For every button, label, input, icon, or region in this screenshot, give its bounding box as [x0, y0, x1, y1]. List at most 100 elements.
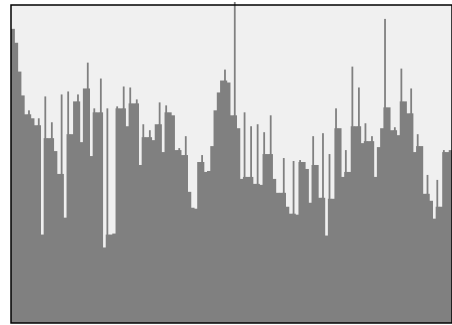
bar	[432, 218, 437, 323]
bar	[360, 143, 365, 323]
bar	[197, 162, 202, 323]
bar	[412, 152, 417, 323]
bar-peak	[224, 69, 226, 82]
bar-peak	[442, 150, 445, 153]
bar	[122, 108, 126, 323]
bar-peak	[256, 124, 259, 185]
bar	[236, 128, 241, 323]
bar	[393, 130, 398, 323]
bar	[285, 206, 290, 323]
bar	[53, 151, 58, 323]
bar-peak	[122, 86, 125, 109]
bar-peak	[384, 18, 386, 108]
bar	[262, 154, 267, 323]
bar-peak	[233, 2, 236, 116]
bar	[56, 173, 61, 323]
bar	[154, 124, 159, 323]
bar-peak	[37, 118, 40, 126]
bar-peaks	[28, 2, 445, 236]
bar-peak	[44, 96, 47, 139]
bar	[180, 155, 185, 323]
bar-peak	[344, 150, 347, 173]
bar	[399, 101, 404, 323]
bar	[288, 213, 293, 323]
bar-peak	[243, 112, 246, 178]
bar-peak	[106, 108, 109, 236]
bar	[210, 146, 215, 323]
bar-peak	[410, 88, 413, 114]
bar	[17, 71, 22, 323]
bar	[380, 128, 384, 323]
bar	[14, 42, 19, 323]
bar-peak	[142, 124, 145, 138]
bar	[308, 202, 313, 323]
bar-peak	[158, 102, 161, 125]
bar	[295, 214, 300, 323]
bar-peak	[436, 179, 439, 208]
bar	[46, 138, 51, 323]
bar-peak	[351, 66, 354, 127]
bar	[135, 103, 139, 323]
bar	[354, 126, 358, 324]
bar-peak	[116, 106, 119, 109]
bar	[207, 170, 211, 323]
bar	[376, 147, 381, 323]
bar	[246, 176, 251, 323]
bar	[131, 103, 136, 323]
bar-peak	[165, 105, 168, 113]
bar	[229, 115, 234, 323]
bar-peak	[135, 99, 138, 104]
bar	[298, 162, 303, 323]
bar	[429, 200, 433, 323]
bar	[340, 176, 345, 323]
bar	[95, 112, 100, 323]
bar	[445, 152, 450, 323]
bar	[128, 103, 133, 323]
bar	[321, 197, 326, 323]
bar	[252, 183, 257, 324]
bar	[314, 164, 319, 323]
bar	[259, 184, 264, 323]
bar-peak	[60, 94, 63, 175]
bar	[82, 88, 87, 323]
bar	[226, 82, 231, 323]
bar-peak	[77, 94, 79, 102]
bar-peak	[178, 148, 181, 151]
bar	[278, 192, 283, 323]
bar	[256, 183, 260, 324]
bar	[76, 101, 81, 323]
bar	[275, 192, 280, 323]
bar	[11, 28, 15, 323]
bar	[389, 130, 394, 323]
bar	[102, 247, 107, 323]
bar	[383, 107, 388, 323]
bar	[373, 176, 378, 323]
bar	[115, 108, 120, 323]
bar	[213, 110, 218, 323]
bar	[249, 176, 254, 323]
bar	[272, 178, 277, 323]
bar	[27, 114, 32, 323]
bar	[193, 208, 198, 323]
bar-peak	[416, 134, 419, 147]
bar	[331, 198, 335, 323]
bar	[144, 137, 149, 323]
bar-peak	[328, 154, 331, 200]
bar	[291, 213, 296, 323]
bar	[174, 150, 179, 323]
bar-peak	[86, 62, 89, 89]
bar	[109, 234, 113, 323]
bar	[161, 152, 166, 323]
bar	[43, 138, 48, 323]
bar	[187, 191, 192, 323]
bar-peak	[364, 123, 367, 142]
bar	[367, 141, 371, 323]
bar-peak	[148, 130, 151, 138]
bar-peak	[269, 115, 272, 155]
bar-peak	[358, 87, 360, 127]
bar	[448, 150, 452, 323]
bar	[370, 141, 375, 323]
bar	[138, 164, 143, 323]
